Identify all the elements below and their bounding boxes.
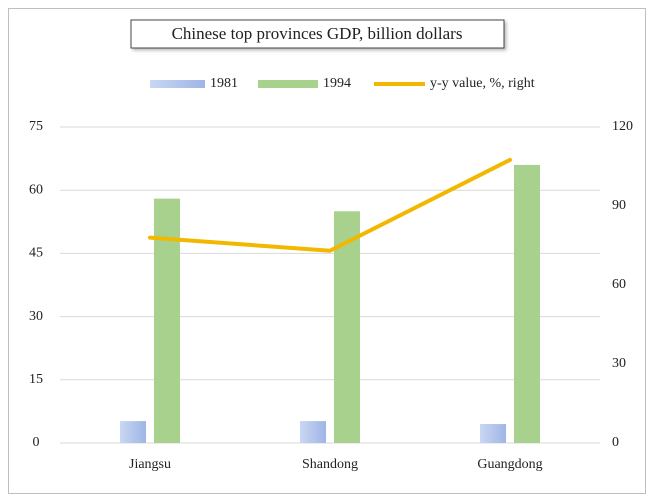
bar	[120, 421, 146, 443]
y2-tick-label: 60	[612, 277, 626, 292]
x-tick-label: Guangdong	[477, 457, 542, 472]
legend-label: 1994	[323, 76, 351, 91]
legend-label: 1981	[210, 76, 238, 91]
bar	[300, 421, 326, 443]
y2-tick-label: 0	[612, 435, 619, 450]
y2-tick-label: 90	[612, 198, 626, 213]
legend-label: y-y value, %, right	[430, 76, 535, 91]
bar	[154, 198, 180, 443]
x-tick-label: Shandong	[302, 457, 358, 472]
x-tick-label: Jiangsu	[129, 457, 171, 472]
legend-swatch	[258, 80, 318, 88]
bar	[334, 211, 360, 443]
bar	[514, 164, 540, 444]
y2-tick-label: 120	[612, 119, 633, 134]
y-tick-label: 15	[29, 372, 43, 387]
title-box	[130, 19, 505, 49]
y-tick-label: 0	[33, 435, 40, 450]
line	[148, 157, 512, 253]
y-tick-label: 75	[29, 119, 43, 134]
y-tick-label: 45	[29, 246, 43, 261]
chart-title: Chinese top provinces GDP, billion dolla…	[172, 24, 463, 43]
y2-tick-label: 30	[612, 356, 626, 371]
legend-swatch	[150, 80, 205, 88]
y-tick-label: 30	[29, 309, 43, 324]
bar	[480, 424, 506, 443]
y-tick-label: 60	[29, 182, 43, 197]
